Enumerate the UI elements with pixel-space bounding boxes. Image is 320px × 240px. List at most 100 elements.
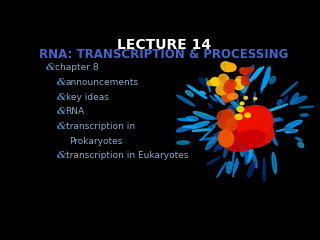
Ellipse shape [210, 96, 217, 102]
Ellipse shape [193, 112, 214, 119]
Ellipse shape [258, 134, 270, 143]
Ellipse shape [227, 63, 235, 71]
Ellipse shape [269, 131, 277, 145]
Text: key ideas: key ideas [66, 93, 108, 102]
Ellipse shape [224, 83, 234, 93]
Ellipse shape [299, 106, 315, 108]
Ellipse shape [190, 121, 209, 129]
Ellipse shape [240, 146, 244, 156]
Ellipse shape [217, 110, 231, 123]
Ellipse shape [206, 157, 220, 165]
Ellipse shape [268, 118, 283, 121]
Ellipse shape [233, 79, 244, 90]
Ellipse shape [211, 78, 220, 86]
Ellipse shape [224, 145, 228, 157]
Ellipse shape [234, 125, 239, 129]
Ellipse shape [222, 109, 234, 126]
Ellipse shape [244, 141, 247, 152]
Ellipse shape [238, 105, 272, 134]
Ellipse shape [242, 76, 249, 82]
Ellipse shape [230, 126, 237, 130]
Ellipse shape [207, 132, 220, 144]
Ellipse shape [186, 116, 198, 121]
Ellipse shape [177, 141, 189, 144]
Ellipse shape [291, 96, 307, 104]
Ellipse shape [248, 150, 253, 162]
Text: &: & [57, 151, 67, 160]
Ellipse shape [244, 96, 248, 99]
Ellipse shape [237, 107, 244, 112]
Ellipse shape [228, 93, 238, 100]
Ellipse shape [226, 77, 229, 96]
Ellipse shape [229, 107, 234, 113]
Ellipse shape [245, 142, 252, 164]
Ellipse shape [205, 137, 218, 150]
Ellipse shape [240, 139, 247, 159]
Text: transcription in Eukaryotes: transcription in Eukaryotes [66, 151, 188, 160]
Ellipse shape [217, 133, 229, 138]
Ellipse shape [227, 162, 232, 173]
Ellipse shape [221, 62, 232, 72]
Ellipse shape [242, 124, 270, 147]
Text: RNA: RNA [66, 107, 85, 116]
Ellipse shape [259, 132, 260, 136]
Ellipse shape [281, 96, 288, 105]
Ellipse shape [285, 126, 296, 133]
Ellipse shape [207, 79, 220, 86]
Ellipse shape [244, 121, 274, 144]
Ellipse shape [225, 91, 237, 108]
Ellipse shape [231, 138, 240, 147]
Ellipse shape [261, 78, 265, 93]
Ellipse shape [234, 161, 238, 172]
Ellipse shape [240, 68, 248, 74]
Ellipse shape [183, 126, 197, 127]
Ellipse shape [296, 137, 302, 141]
Ellipse shape [199, 78, 208, 86]
Ellipse shape [242, 106, 248, 111]
Ellipse shape [257, 112, 260, 114]
Ellipse shape [259, 119, 264, 123]
Ellipse shape [219, 139, 228, 149]
Ellipse shape [233, 120, 238, 128]
Ellipse shape [266, 104, 288, 112]
Ellipse shape [243, 113, 269, 140]
Ellipse shape [176, 125, 193, 132]
Ellipse shape [221, 81, 233, 101]
Ellipse shape [221, 84, 232, 102]
Ellipse shape [177, 95, 195, 106]
Ellipse shape [232, 148, 235, 166]
Text: Prokaryotes: Prokaryotes [69, 137, 123, 146]
Ellipse shape [290, 93, 299, 104]
Ellipse shape [233, 158, 237, 177]
Ellipse shape [216, 81, 222, 93]
Ellipse shape [281, 82, 298, 96]
Ellipse shape [261, 75, 270, 90]
Ellipse shape [253, 154, 257, 168]
Ellipse shape [244, 94, 245, 102]
Ellipse shape [254, 139, 257, 144]
Ellipse shape [218, 130, 234, 147]
Ellipse shape [236, 138, 241, 147]
Ellipse shape [215, 95, 225, 105]
Ellipse shape [276, 128, 292, 132]
Ellipse shape [228, 119, 265, 138]
Ellipse shape [228, 115, 259, 136]
Ellipse shape [263, 158, 265, 181]
Ellipse shape [241, 109, 273, 135]
Ellipse shape [201, 116, 217, 120]
Ellipse shape [277, 100, 282, 105]
Ellipse shape [223, 138, 231, 144]
Ellipse shape [261, 111, 265, 115]
Ellipse shape [226, 119, 237, 131]
Ellipse shape [240, 102, 244, 105]
Ellipse shape [234, 102, 241, 108]
Ellipse shape [218, 86, 221, 94]
Ellipse shape [248, 127, 253, 129]
Ellipse shape [286, 120, 302, 128]
Ellipse shape [236, 108, 270, 139]
Ellipse shape [235, 114, 242, 120]
Ellipse shape [241, 112, 244, 115]
Ellipse shape [226, 130, 265, 151]
Ellipse shape [242, 116, 269, 145]
Ellipse shape [254, 97, 257, 100]
